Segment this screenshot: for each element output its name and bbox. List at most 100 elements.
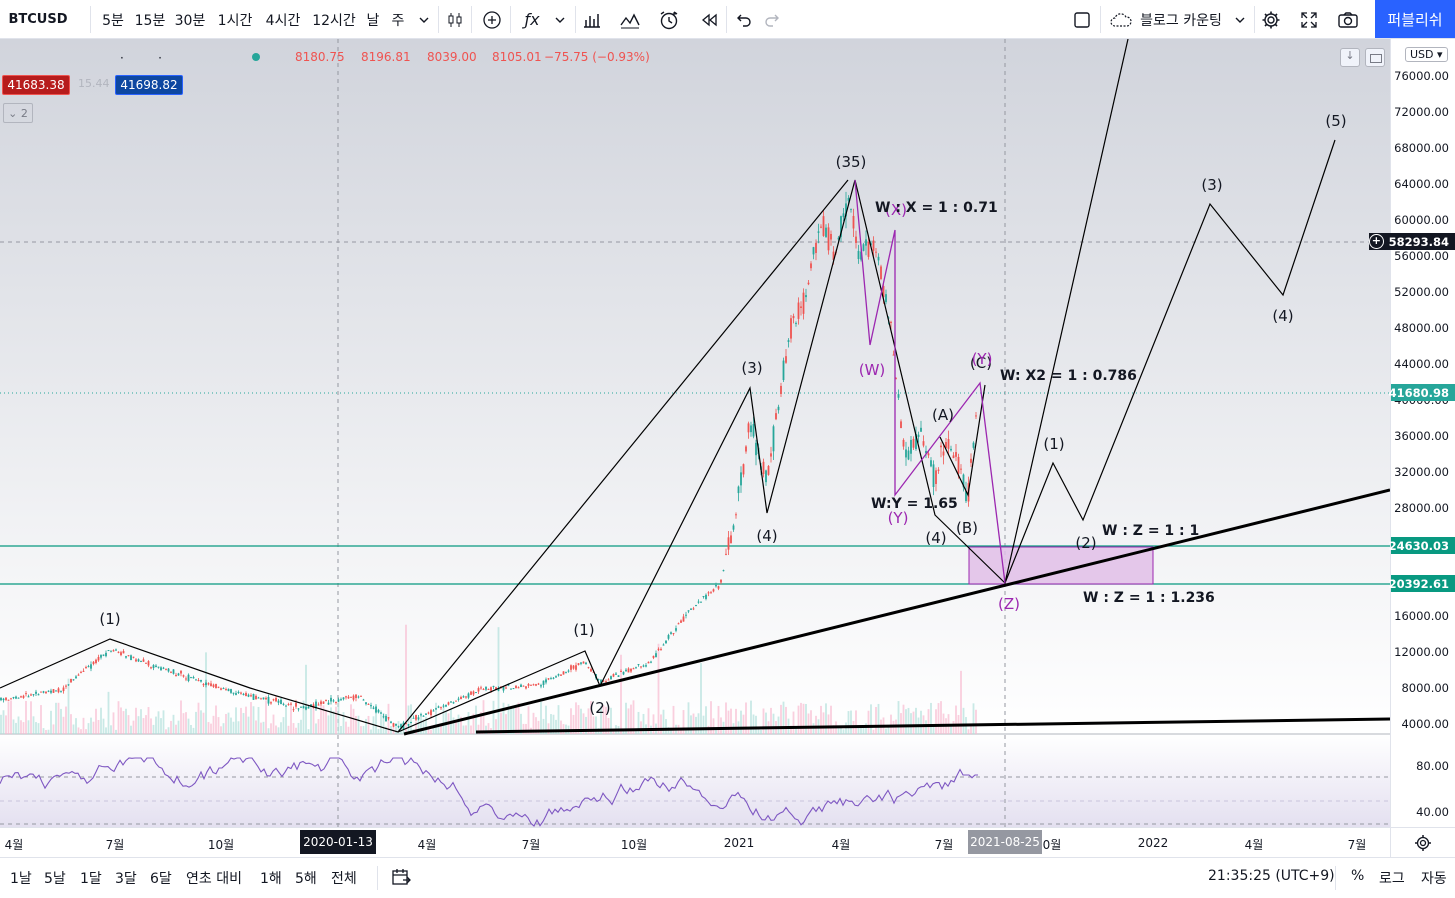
crosshair-price-label: 58293.84 [1388,234,1449,249]
chevron-down-icon[interactable] [550,0,570,39]
interval-15m[interactable]: 15분 [134,12,166,29]
divider [726,6,727,33]
wave-label-purple: (X) [885,201,907,219]
spread-value: 15.44 [78,77,110,90]
candle-style-icon[interactable] [443,0,467,39]
main-chart[interactable]: (1) (2) (1) (3) (4) (35) (4) (A) (B) (C)… [0,39,1390,827]
time-label: 7월 [1347,838,1367,852]
price-axis[interactable]: USD ▾ 76000.00 72000.00 68000.00 64000.00 60… [1369,39,1455,827]
fullscreen-icon[interactable] [1297,0,1321,39]
rsi-label-80: 80.00 [1416,759,1449,773]
ask-price-box[interactable]: 41698.82 [115,75,183,95]
symbol-search[interactable]: BTCUSD [3,0,73,39]
wave-lines-2019[interactable] [0,638,601,733]
price-label: 44000.00 [1394,357,1449,371]
cloud-icon[interactable] [1108,0,1134,39]
layout-square-icon[interactable] [1068,0,1096,39]
compare-plus-icon[interactable] [480,0,504,39]
range-3m[interactable]: 3달 [115,871,137,887]
interval-1h[interactable]: 1시간 [217,12,253,29]
trendline-base[interactable] [475,717,1390,734]
wave-line-long[interactable] [397,179,849,733]
range-6m[interactable]: 6달 [150,871,172,887]
price-label: 56000.00 [1394,249,1449,263]
currency-selector[interactable]: USD ▾ [1405,47,1448,62]
interval-4h[interactable]: 4시간 [265,12,301,29]
level-upper-tag: 24630.03 [1389,537,1455,554]
divider [90,6,91,33]
wave-label: (2) [589,699,610,717]
chevron-down-icon[interactable] [1230,0,1250,39]
market-status-dot[interactable] [252,53,260,61]
time-axis[interactable]: 4월 7월 10월 4월 7월 10월 2021 4월 7월 0월 2022 4… [0,827,1390,857]
time-label: 10월 [620,838,648,852]
chevron-down-icon[interactable] [414,0,434,39]
interval-30m[interactable]: 30분 [174,12,206,29]
wave-label-purple: (Y) [888,509,909,527]
top-toolbar: BTCUSD 5분 15분 30분 1시간 4시간 12시간 날 주 ƒx 블로… [0,0,1455,39]
time-label: 7월 [521,838,541,852]
trendline-main[interactable] [403,488,1390,736]
symbol-label: BTCUSD [8,12,68,27]
target-zone-box[interactable] [968,546,1154,585]
log-toggle[interactable]: 로그 [1379,871,1405,887]
legend-high: 8196.81 [361,50,411,64]
axis-settings-gear-icon[interactable] [1390,827,1455,857]
rsi-label-40: 40.00 [1416,805,1449,819]
divider [1254,6,1255,33]
alert-clock-icon[interactable] [656,0,682,39]
range-5y[interactable]: 5해 [295,871,317,887]
ratio-annotation: W : Z = 1 : 1.236 [1083,590,1215,606]
clock[interactable]: 21:35:25 (UTC+9) [1208,868,1335,884]
wave-lines-wxyz[interactable] [854,179,1006,584]
indicators-collapse-button[interactable]: ⌄ 2 [3,103,33,123]
arrow-down-icon[interactable]: ↓ [1340,48,1360,67]
redo-icon[interactable] [760,0,784,39]
chart-canvas[interactable]: (1) (2) (1) (3) (4) (35) (4) (A) (B) (C)… [0,39,1390,827]
undo-icon[interactable] [732,0,756,39]
publish-button[interactable]: 퍼블리쉬 [1375,0,1455,38]
price-label: 68000.00 [1394,141,1449,155]
plus-icon[interactable]: + [1369,234,1384,249]
interval-12h[interactable]: 12시간 [312,12,356,29]
interval-week[interactable]: 주 [391,12,405,29]
camera-icon[interactable] [1335,0,1361,39]
indicators-fx-icon[interactable]: ƒx [524,10,540,29]
wave-label: (1) [573,621,594,639]
time-label: 7월 [934,838,954,852]
templates-icon[interactable] [580,0,604,39]
wave-lines-abc[interactable] [939,384,986,497]
time-label: 4월 [1244,838,1264,852]
interval-day[interactable]: 날 [366,12,380,29]
indicator-templates-icon[interactable] [617,0,643,39]
wave-label-purple: (W) [859,361,886,379]
auto-toggle[interactable]: 자동 [1421,871,1447,887]
price-label: 8000.00 [1401,681,1449,695]
layout-name[interactable]: 블로그 카운팅 [1140,12,1222,29]
range-1d[interactable]: 1날 [10,871,32,887]
range-5d[interactable]: 5날 [44,871,66,887]
goto-date-icon[interactable] [391,868,411,890]
range-1m[interactable]: 1달 [80,871,102,887]
price-label: 64000.00 [1394,177,1449,191]
wave-label: (3) [741,359,762,377]
divider [438,6,439,33]
range-1y[interactable]: 1해 [260,871,282,887]
bid-price-box[interactable]: 41683.38 [2,75,70,95]
price-label: 36000.00 [1394,429,1449,443]
interval-5m[interactable]: 5분 [102,12,124,29]
wave-label: (3) [1201,176,1222,194]
maximize-pane-icon[interactable] [1365,48,1385,67]
level-lower-tag: 20392.61 [1389,575,1455,592]
gear-icon[interactable] [1259,0,1283,39]
wave-lines-forecast[interactable] [1004,139,1336,584]
divider [1335,866,1336,890]
wave-label: (2) [1075,534,1096,552]
range-ytd[interactable]: 연초 대비 [186,871,242,887]
percent-toggle[interactable]: % [1351,868,1365,884]
range-all[interactable]: 전체 [331,871,357,887]
price-label: 72000.00 [1394,105,1449,119]
wave-label: (B) [956,519,978,537]
replay-icon[interactable] [697,0,721,39]
legend-dots: · · [120,51,162,65]
